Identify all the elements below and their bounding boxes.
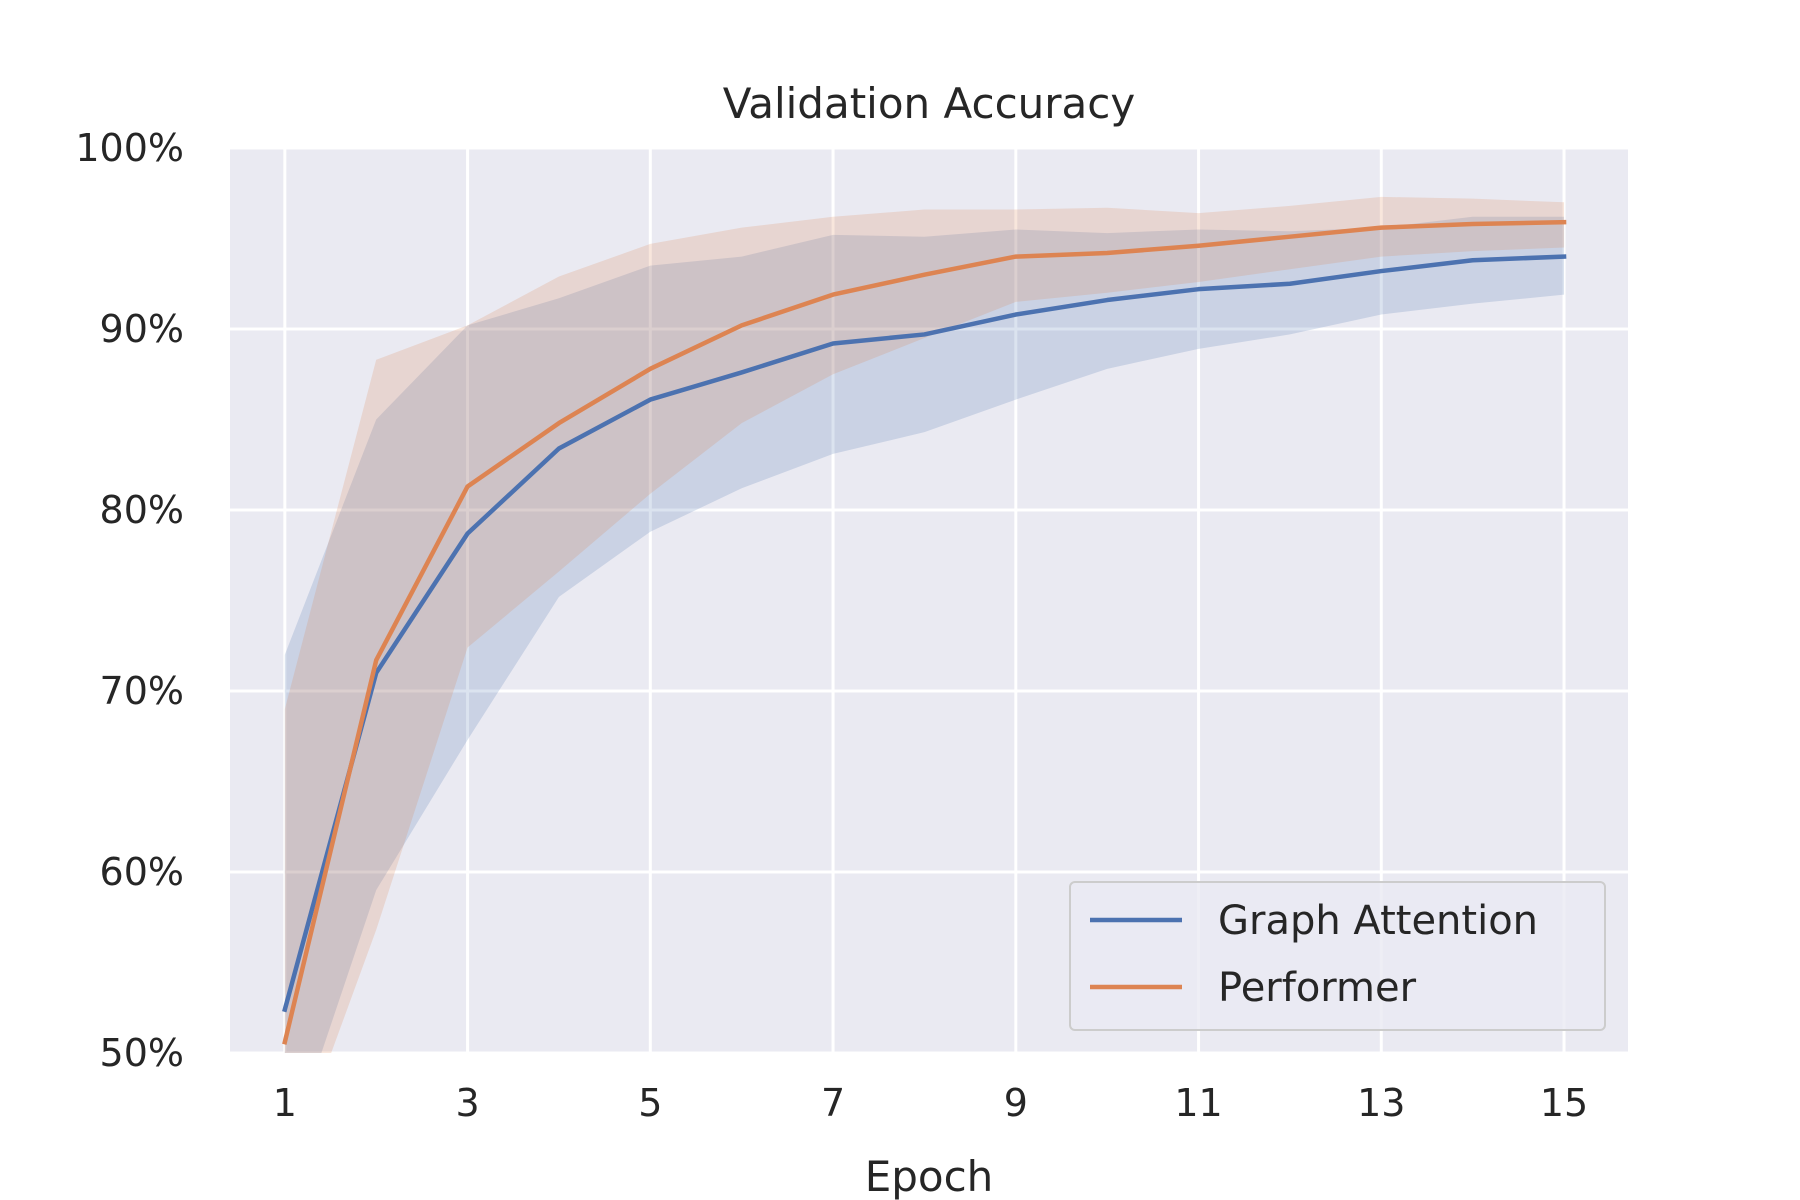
y-tick-label: 50% <box>100 1031 184 1075</box>
x-tick-label: 15 <box>1540 1081 1588 1125</box>
chart-title: Validation Accuracy <box>723 79 1136 128</box>
x-tick-label: 5 <box>638 1081 662 1125</box>
x-axis-label: Epoch <box>865 1152 994 1200</box>
x-tick-label: 1 <box>273 1081 297 1125</box>
y-tick-label: 60% <box>100 850 184 894</box>
x-tick-label: 3 <box>455 1081 479 1125</box>
graph-attention-line <box>282 254 1567 1013</box>
legend-box <box>1069 881 1606 1031</box>
legend: Graph Attention Performer <box>1069 881 1606 1031</box>
y-tick-label: 100% <box>75 126 184 170</box>
y-tick-label: 90% <box>100 307 184 351</box>
performer-band <box>284 196 1565 1053</box>
x-tick-label: 7 <box>821 1081 845 1125</box>
performer-line <box>282 219 1567 1045</box>
legend-label-performer: Performer <box>1218 965 1417 1011</box>
series-lines <box>282 219 1567 1045</box>
x-tick-label: 11 <box>1174 1081 1222 1125</box>
x-tick-label: 9 <box>1004 1081 1028 1125</box>
y-tick-label: 80% <box>100 488 184 532</box>
x-tick-label: 13 <box>1357 1081 1405 1125</box>
legend-label-graph-attention: Graph Attention <box>1218 898 1538 944</box>
y-tick-label: 70% <box>100 669 184 713</box>
